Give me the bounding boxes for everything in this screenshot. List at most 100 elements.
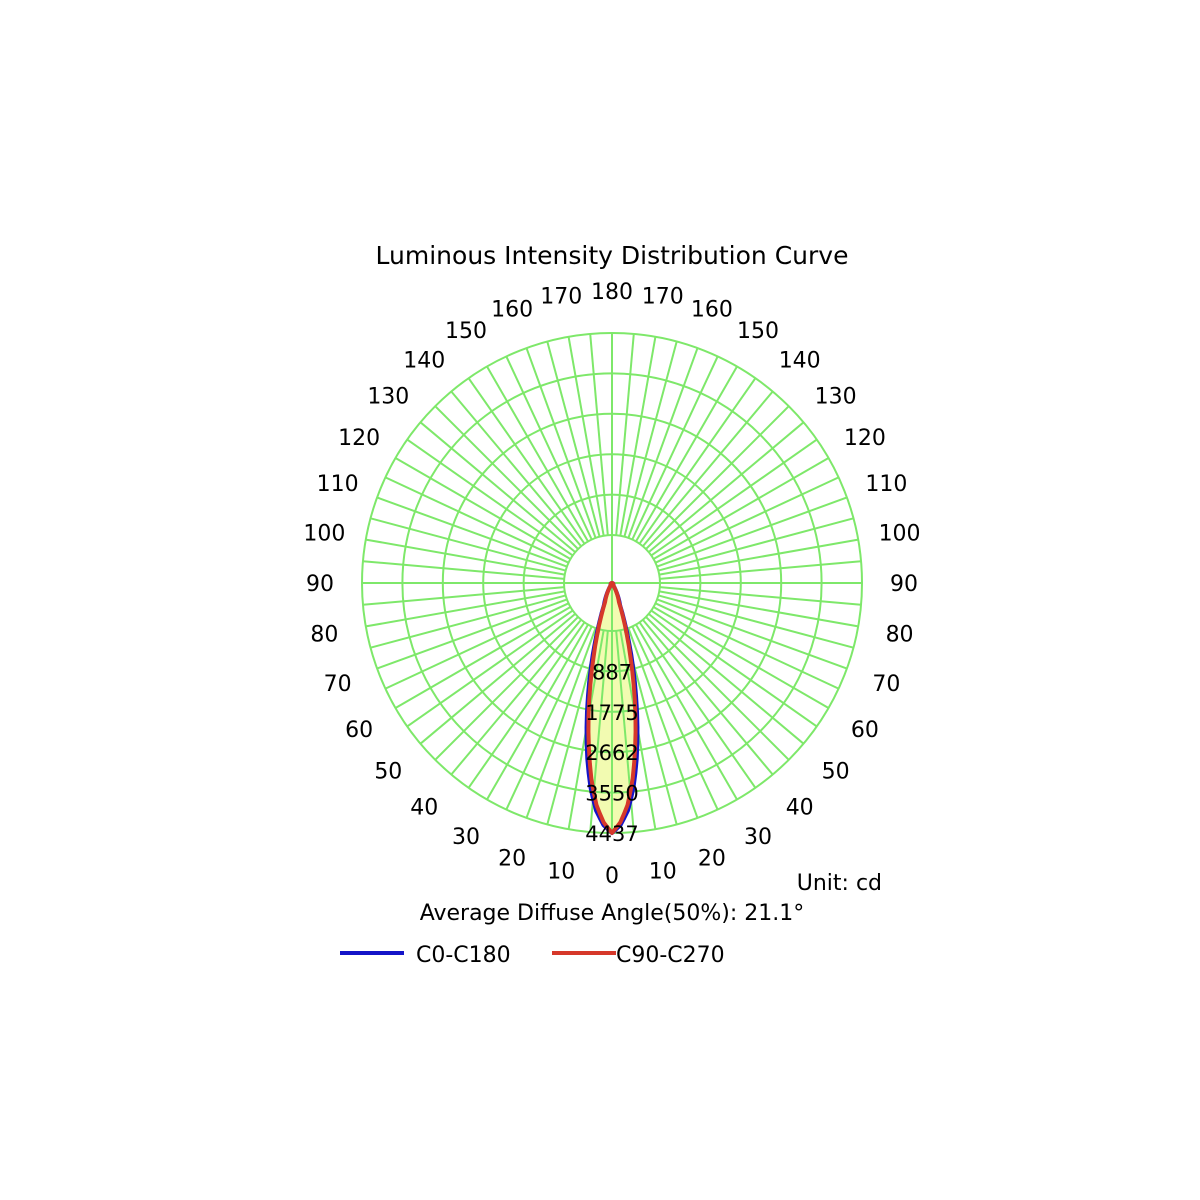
grid-spoke: [635, 624, 738, 801]
grid-spoke: [362, 586, 565, 606]
angle-tick-label: 120: [844, 426, 886, 451]
angle-tick-label: 50: [374, 760, 402, 785]
angle-tick-label: 130: [367, 384, 409, 409]
grid-spoke: [376, 598, 568, 670]
radial-tick-label: 2662: [585, 741, 638, 765]
angle-tick-label: 80: [886, 623, 914, 648]
angle-tick-label: 140: [779, 348, 821, 373]
grid-spoke: [467, 621, 586, 789]
angle-tick-label: 110: [317, 472, 359, 497]
angle-tick-label: 30: [744, 825, 772, 850]
grid-spoke: [655, 476, 839, 564]
angle-tick-label: 150: [737, 319, 779, 344]
grid-spoke: [406, 438, 574, 557]
radial-tick-label: 3550: [585, 782, 638, 806]
angle-tick-label: 160: [691, 298, 733, 323]
angle-tick-label: 0: [605, 864, 619, 889]
grid-spoke: [645, 405, 790, 550]
grid-spoke: [627, 627, 699, 819]
angle-tick-label: 100: [879, 521, 921, 546]
grid-spoke: [370, 517, 566, 572]
grid-spoke: [365, 590, 565, 628]
grid-spoke: [658, 594, 854, 649]
grid-spoke: [635, 365, 738, 542]
angle-tick-label: 150: [445, 319, 487, 344]
angle-tick-label: 120: [338, 426, 380, 451]
grid-spoke: [659, 538, 859, 576]
angle-tick-label: 10: [649, 860, 677, 885]
angle-tick-label: 40: [786, 796, 814, 821]
grid-spoke: [653, 457, 830, 560]
grid-spoke: [648, 613, 805, 745]
angle-tick-label: 70: [324, 672, 352, 697]
angle-tick-label: 170: [540, 284, 582, 309]
angle-tick-label: 110: [865, 472, 907, 497]
angle-tick-label: 90: [890, 572, 918, 597]
legend-label-c0-c180: C0-C180: [416, 943, 511, 968]
grid-spoke: [525, 347, 597, 539]
legend-label-c90-c270: C90-C270: [616, 943, 725, 968]
grid-spoke: [619, 336, 657, 536]
grid-spoke: [365, 538, 565, 576]
grid-spoke: [385, 602, 569, 690]
angle-tick-label: 80: [310, 623, 338, 648]
grid-spoke: [467, 377, 586, 545]
angle-tick-label: 140: [403, 348, 445, 373]
grid-spoke: [589, 333, 609, 536]
radial-tick-label: 1775: [585, 701, 638, 725]
angle-tick-label: 20: [698, 846, 726, 871]
radial-tick-label: 887: [592, 660, 632, 684]
grid-spoke: [362, 560, 565, 580]
unit-label: Unit: cd: [797, 871, 882, 896]
grid-spoke: [394, 606, 571, 709]
grid-spoke: [419, 421, 576, 553]
grid-spoke: [650, 609, 818, 728]
grid-spoke: [623, 341, 678, 537]
grid-spoke: [653, 606, 830, 709]
grid-spoke: [370, 594, 566, 649]
grid-spoke: [486, 365, 589, 542]
angle-tick-label: 90: [306, 572, 334, 597]
grid-spoke: [655, 602, 839, 690]
grid-spoke: [615, 333, 635, 536]
angle-tick-label: 60: [851, 718, 879, 743]
radial-tick-label: 4437: [585, 822, 638, 846]
grid-spoke: [659, 590, 859, 628]
grid-spoke: [450, 390, 582, 547]
grid-spoke: [450, 619, 582, 776]
grid-spoke: [656, 598, 848, 670]
grid-spoke: [486, 624, 589, 801]
legend: C0-C180 C90-C270: [340, 943, 725, 968]
grid-spoke: [627, 347, 699, 539]
angle-tick-label: 160: [491, 298, 533, 323]
grid-spoke: [659, 560, 862, 580]
grid-spoke: [659, 586, 862, 606]
grid-spoke: [505, 626, 593, 810]
chart-title: Luminous Intensity Distribution Curve: [376, 241, 849, 270]
grid-spoke: [567, 336, 605, 536]
grid-spoke: [638, 377, 757, 545]
angle-tick-label: 20: [498, 846, 526, 871]
angle-tick-label: 10: [547, 860, 575, 885]
grid-spoke: [648, 421, 805, 553]
grid-spoke: [656, 496, 848, 568]
angle-tick-label: 60: [345, 718, 373, 743]
label-layer: 8871775266235504437180170160150140130120…: [303, 280, 920, 889]
grid-spoke: [406, 609, 574, 728]
angle-tick-label: 50: [822, 760, 850, 785]
grid-spoke: [645, 616, 790, 761]
angle-tick-label: 30: [452, 825, 480, 850]
grid-spoke: [631, 626, 719, 810]
series-layer: [584, 581, 640, 835]
series-line-c90-c270: [586, 581, 638, 835]
angle-tick-label: 70: [872, 672, 900, 697]
grid-spoke: [385, 476, 569, 564]
grid-spoke: [658, 517, 854, 572]
angle-tick-label: 180: [591, 280, 633, 305]
grid-spoke: [394, 457, 571, 560]
grid-spoke: [434, 616, 579, 761]
grid-spoke: [642, 619, 774, 776]
angle-tick-label: 40: [410, 796, 438, 821]
angle-tick-label: 100: [303, 521, 345, 546]
grid-spoke: [546, 341, 601, 537]
